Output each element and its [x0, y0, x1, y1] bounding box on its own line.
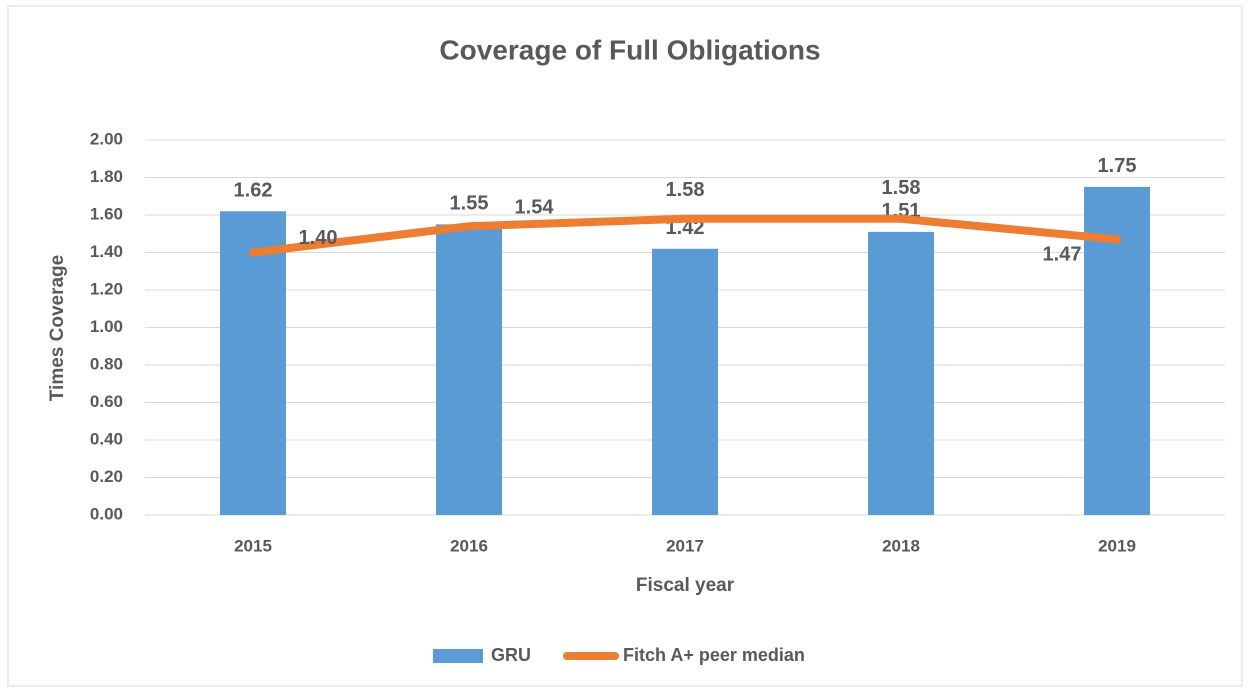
x-axis-label: Fiscal year — [636, 575, 735, 596]
y-tick-label: 1.00 — [90, 317, 123, 336]
legend-label: Fitch A+ peer median — [623, 645, 805, 665]
data-label: 1.58 — [666, 179, 705, 201]
x-tick-label: 2019 — [1098, 536, 1136, 555]
legend-label: GRU — [491, 645, 531, 665]
x-tick-label: 2016 — [450, 536, 488, 555]
y-tick-label: 1.60 — [90, 204, 123, 223]
x-tick-label: 2018 — [882, 536, 920, 555]
y-tick-label: 0.20 — [90, 467, 123, 486]
line — [249, 214, 1121, 257]
y-tick-label: 0.60 — [90, 392, 123, 411]
y-tick-label: 1.80 — [90, 167, 123, 186]
x-tick-label: 2017 — [666, 536, 704, 555]
chart-border — [7, 5, 1243, 687]
y-tick-label: 0.80 — [90, 354, 123, 373]
bar — [652, 248, 718, 515]
bar — [868, 231, 934, 515]
y-tick-label: 0.00 — [90, 504, 123, 523]
data-label: 1.62 — [234, 180, 273, 202]
data-label: 1.40 — [299, 227, 338, 249]
y-tick-label: 1.20 — [90, 279, 123, 298]
legend-swatch — [433, 649, 483, 663]
y-tick-label: 2.00 — [90, 129, 123, 148]
y-axis-label: Times Coverage — [47, 255, 68, 401]
data-label: 1.58 — [882, 177, 921, 199]
data-label: 1.47 — [1043, 244, 1082, 266]
chart-title: Coverage of Full Obligations — [439, 34, 820, 65]
bar — [436, 224, 502, 515]
data-label: 1.75 — [1098, 155, 1137, 177]
data-label: 1.55 — [450, 193, 489, 215]
bar — [220, 211, 286, 515]
y-tick-label: 0.40 — [90, 429, 123, 448]
y-tick-label: 1.40 — [90, 242, 123, 261]
data-label: 1.54 — [515, 197, 555, 219]
x-tick-label: 2015 — [234, 536, 272, 555]
